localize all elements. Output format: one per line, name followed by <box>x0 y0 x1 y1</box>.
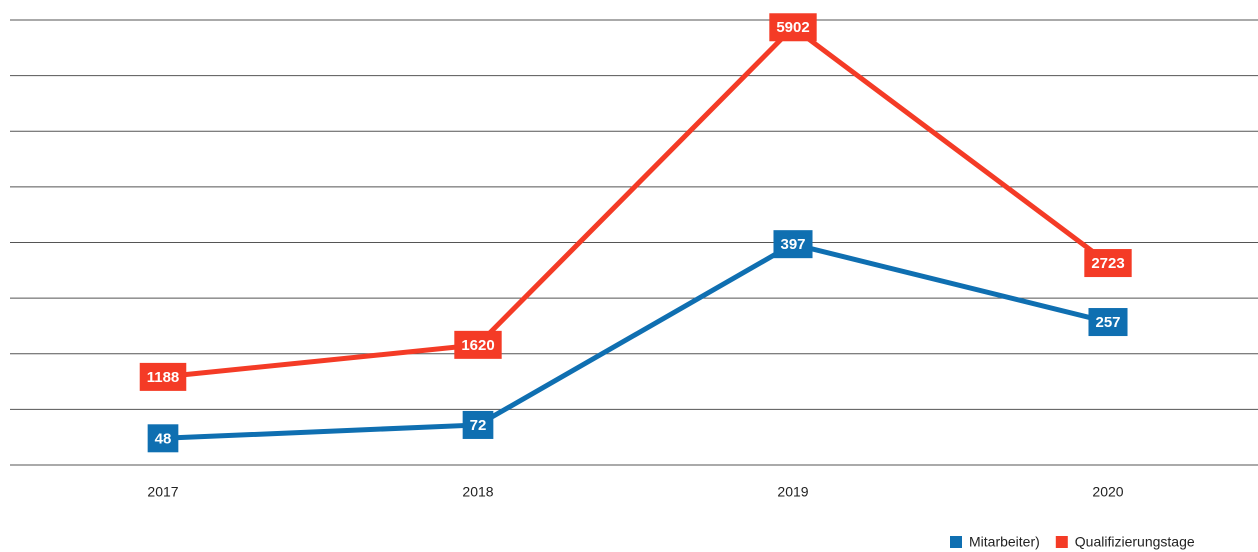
value-label-box <box>454 330 502 359</box>
value-label: 257 <box>1088 308 1128 337</box>
value-label-box <box>147 424 179 453</box>
value-label-text: 5902 <box>776 19 809 36</box>
x-tick-label: 2017 <box>147 484 178 500</box>
value-label-box <box>462 410 494 439</box>
series-line <box>162 23 1110 380</box>
value-label-text: 1188 <box>147 369 180 386</box>
series-line <box>162 241 1109 441</box>
value-label: 2723 <box>1084 249 1132 278</box>
value-label: 1188 <box>139 362 187 391</box>
legend-swatch <box>950 536 962 548</box>
value-label-box <box>139 362 187 391</box>
value-label-text: 2723 <box>1091 255 1124 272</box>
value-label-text: 397 <box>780 236 805 253</box>
value-label: 1620 <box>454 330 502 359</box>
value-label-text: 257 <box>1095 314 1120 331</box>
x-tick-label: 2018 <box>462 484 493 500</box>
value-label: 397 <box>773 230 813 259</box>
value-label-box <box>1088 308 1128 337</box>
value-label-text: 72 <box>470 417 487 434</box>
value-label: 48 <box>147 424 179 453</box>
x-tick-label: 2020 <box>1092 484 1123 500</box>
legend-label: Qualifizierungstage <box>1075 534 1195 550</box>
value-label-box <box>769 13 817 42</box>
value-label-box <box>773 230 813 259</box>
legend-label: Mitarbeiter) <box>969 534 1040 550</box>
value-label-text: 48 <box>155 430 172 447</box>
value-label: 5902 <box>769 13 817 42</box>
x-tick-label: 2019 <box>777 484 808 500</box>
legend-swatch <box>1055 536 1068 548</box>
value-label-text: 1620 <box>461 337 494 354</box>
value-label-box <box>1084 249 1132 278</box>
value-label: 72 <box>462 410 494 439</box>
